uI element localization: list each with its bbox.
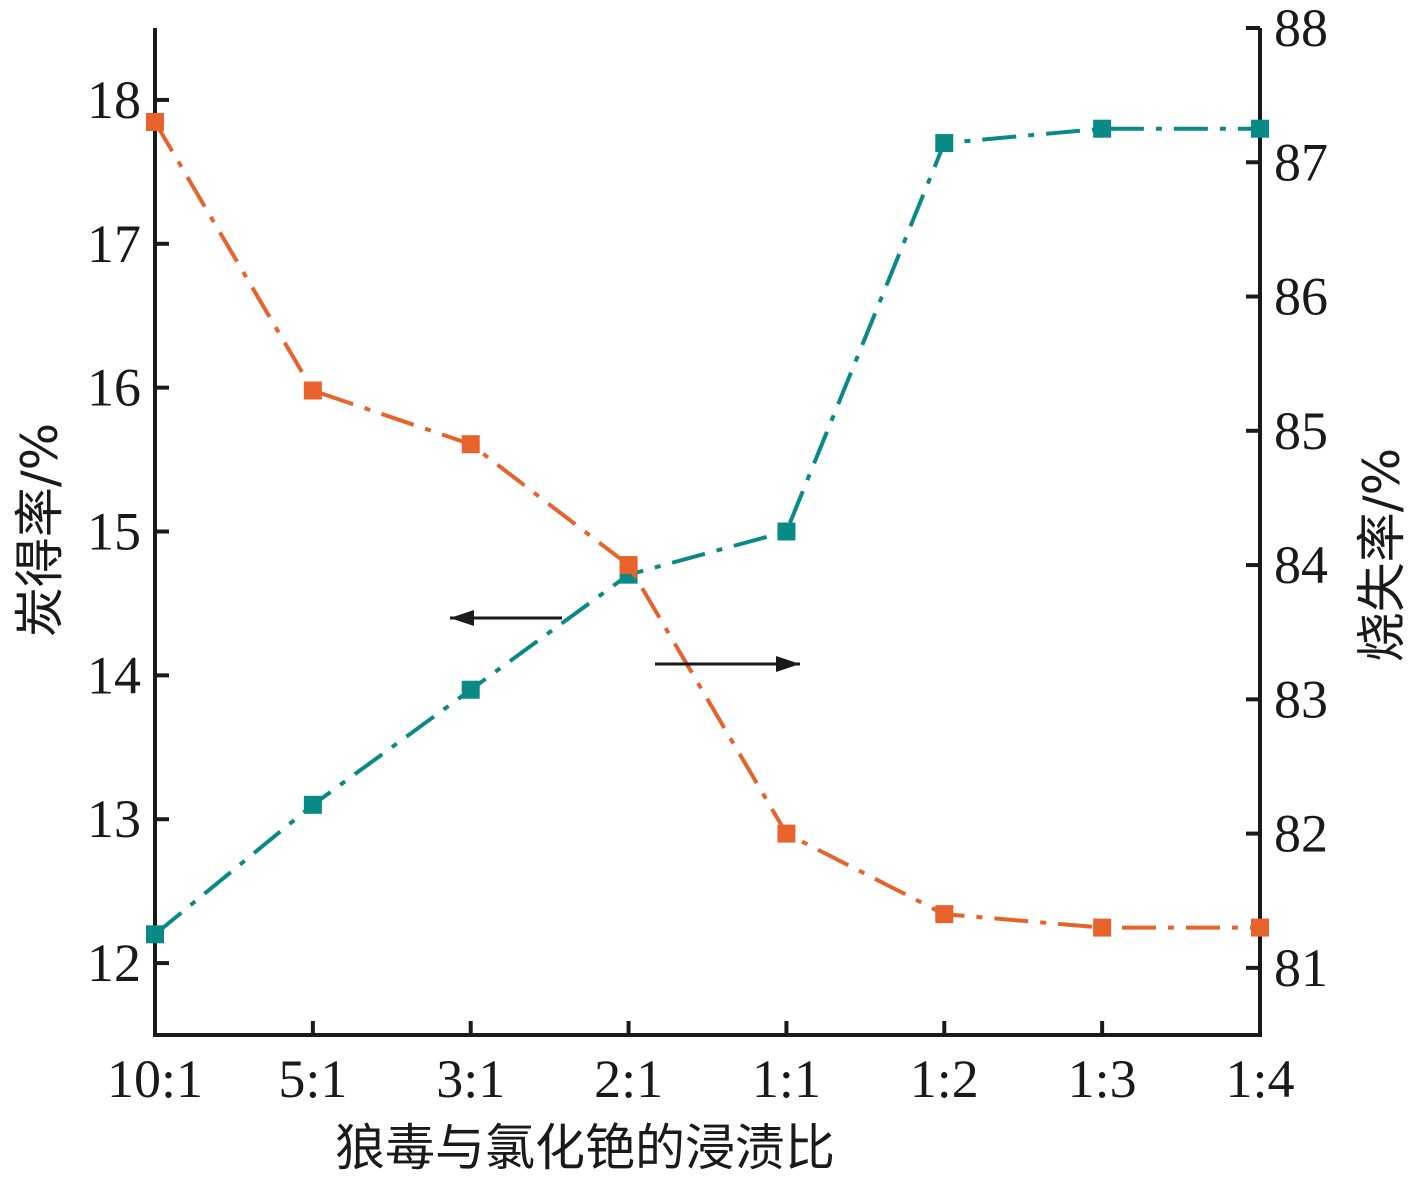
left-axis-title: 炭得率/% bbox=[11, 423, 69, 637]
series-point-right bbox=[935, 905, 954, 924]
right-tick-label: 86 bbox=[1274, 267, 1328, 327]
right-tick-label: 82 bbox=[1274, 804, 1328, 864]
series-point-right bbox=[777, 824, 796, 843]
left-tick-label: 13 bbox=[87, 789, 141, 849]
series-point-left bbox=[1093, 119, 1112, 138]
x-tick-label: 1:2 bbox=[910, 1049, 979, 1109]
series-point-right bbox=[1093, 918, 1112, 937]
annotation-layer bbox=[450, 610, 800, 672]
arrow-head bbox=[776, 656, 800, 672]
series-point-right bbox=[303, 381, 322, 400]
left-tick-label: 16 bbox=[87, 358, 141, 418]
series-line-right bbox=[153, 120, 1260, 930]
series-point-right bbox=[146, 112, 164, 131]
x-tick-label: 3:1 bbox=[436, 1049, 505, 1109]
x-tick-label: 1:4 bbox=[1225, 1049, 1294, 1109]
x-tick-label: 5:1 bbox=[278, 1049, 347, 1109]
arrow-right bbox=[655, 656, 800, 672]
series-point-left bbox=[777, 522, 796, 541]
series-point-right bbox=[619, 556, 638, 575]
series-point-right bbox=[1251, 918, 1269, 937]
right-tick-label: 84 bbox=[1274, 535, 1328, 595]
right-tick-label: 88 bbox=[1274, 0, 1328, 58]
x-tick-label: 10:1 bbox=[107, 1049, 203, 1109]
right-tick-label: 85 bbox=[1274, 401, 1328, 461]
series-point-left bbox=[303, 795, 322, 814]
label-layer: 12 13 14 15 16 17 18 81 82 83 84 85 86 87 88 10:1 5:1 3:1… bbox=[11, 0, 1411, 1177]
series-point-right bbox=[461, 435, 480, 454]
series-layer bbox=[146, 112, 1269, 944]
left-tick-label: 14 bbox=[87, 645, 141, 705]
arrow-left bbox=[450, 610, 562, 626]
right-axis-title: 烧失率/% bbox=[1353, 448, 1411, 662]
arrow-head bbox=[450, 610, 474, 626]
left-tick-label: 15 bbox=[87, 502, 141, 562]
series-point-left bbox=[146, 925, 164, 944]
series-line-left bbox=[153, 126, 1260, 936]
left-tick-label: 12 bbox=[87, 933, 141, 993]
left-tick-label: 18 bbox=[87, 70, 141, 130]
right-tick-label: 81 bbox=[1274, 938, 1328, 998]
right-tick-label: 87 bbox=[1274, 132, 1328, 192]
series-point-left bbox=[1251, 119, 1269, 138]
x-tick-label: 1:3 bbox=[1068, 1049, 1137, 1109]
x-tick-label: 1:1 bbox=[752, 1049, 821, 1109]
left-tick-label: 17 bbox=[87, 214, 141, 274]
series-point-left bbox=[461, 680, 480, 699]
series-point-left bbox=[935, 134, 954, 153]
axes bbox=[153, 26, 1262, 1037]
x-axis-title: 狼毒与氯化铯的浸渍比 bbox=[335, 1119, 835, 1177]
right-tick-label: 83 bbox=[1274, 669, 1328, 729]
x-tick-label: 2:1 bbox=[594, 1049, 663, 1109]
